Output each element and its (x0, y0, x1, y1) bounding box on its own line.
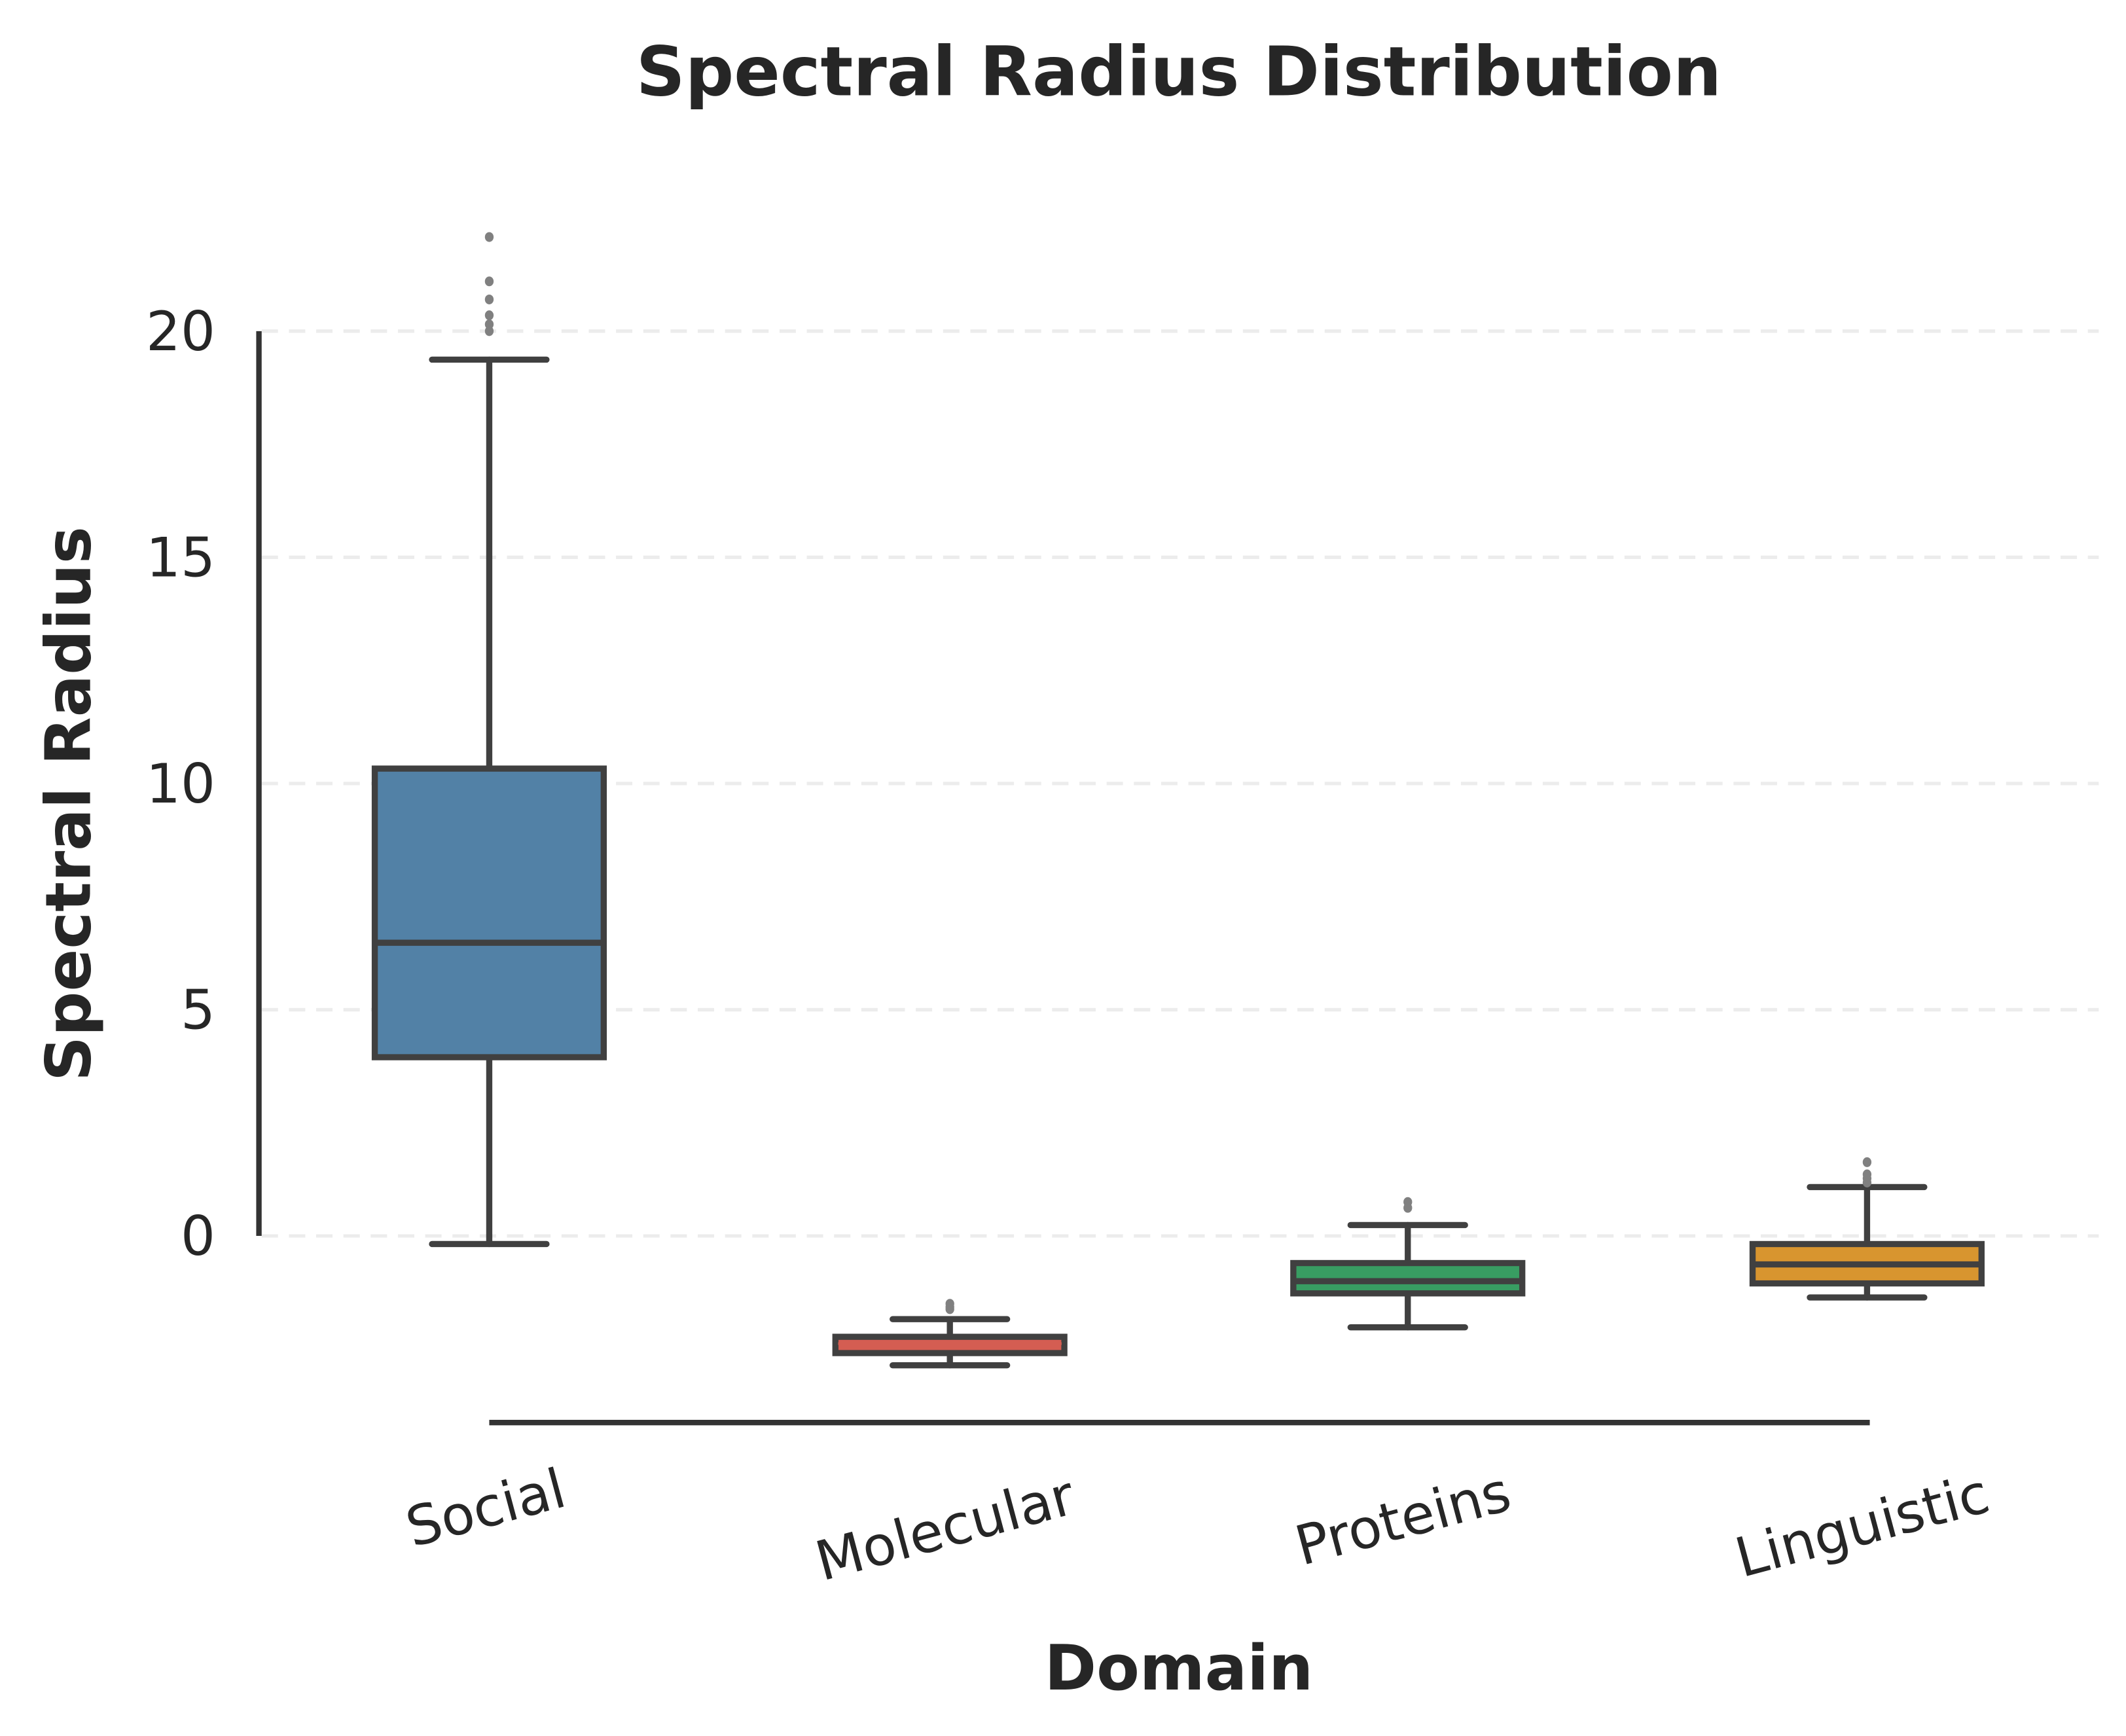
y-tick-label: 15 (146, 526, 215, 590)
box-proteins (1290, 1197, 1526, 1331)
outlier-point (945, 1304, 954, 1314)
x-axis-label: Domain (1045, 1631, 1314, 1705)
outlier-point (484, 319, 494, 329)
outlier-point (484, 232, 494, 242)
y-tick-label: 5 (181, 979, 215, 1042)
y-tick-label: 20 (146, 300, 215, 363)
y-axis-label: Spectral Radius (31, 526, 105, 1081)
boxes (371, 232, 1985, 1369)
y-tick-label: 10 (146, 752, 215, 816)
outlier-point (1862, 1157, 1872, 1167)
outlier-point (484, 276, 494, 287)
box-molecular (832, 1299, 1068, 1369)
iqr-box (371, 765, 607, 1060)
outlier-point (484, 294, 494, 304)
box-linguistic (1749, 1157, 1985, 1301)
y-tick-label: 0 (181, 1204, 215, 1268)
outlier-point (1862, 1169, 1872, 1180)
outlier-point (484, 310, 494, 321)
box-social (371, 232, 607, 1248)
y-tick-labels: 0 5 10 15 20 (146, 300, 215, 1268)
outlier-point (1403, 1197, 1413, 1207)
outlier-point (484, 326, 494, 336)
chart-title: Spectral Radius Distribution (636, 32, 1721, 112)
